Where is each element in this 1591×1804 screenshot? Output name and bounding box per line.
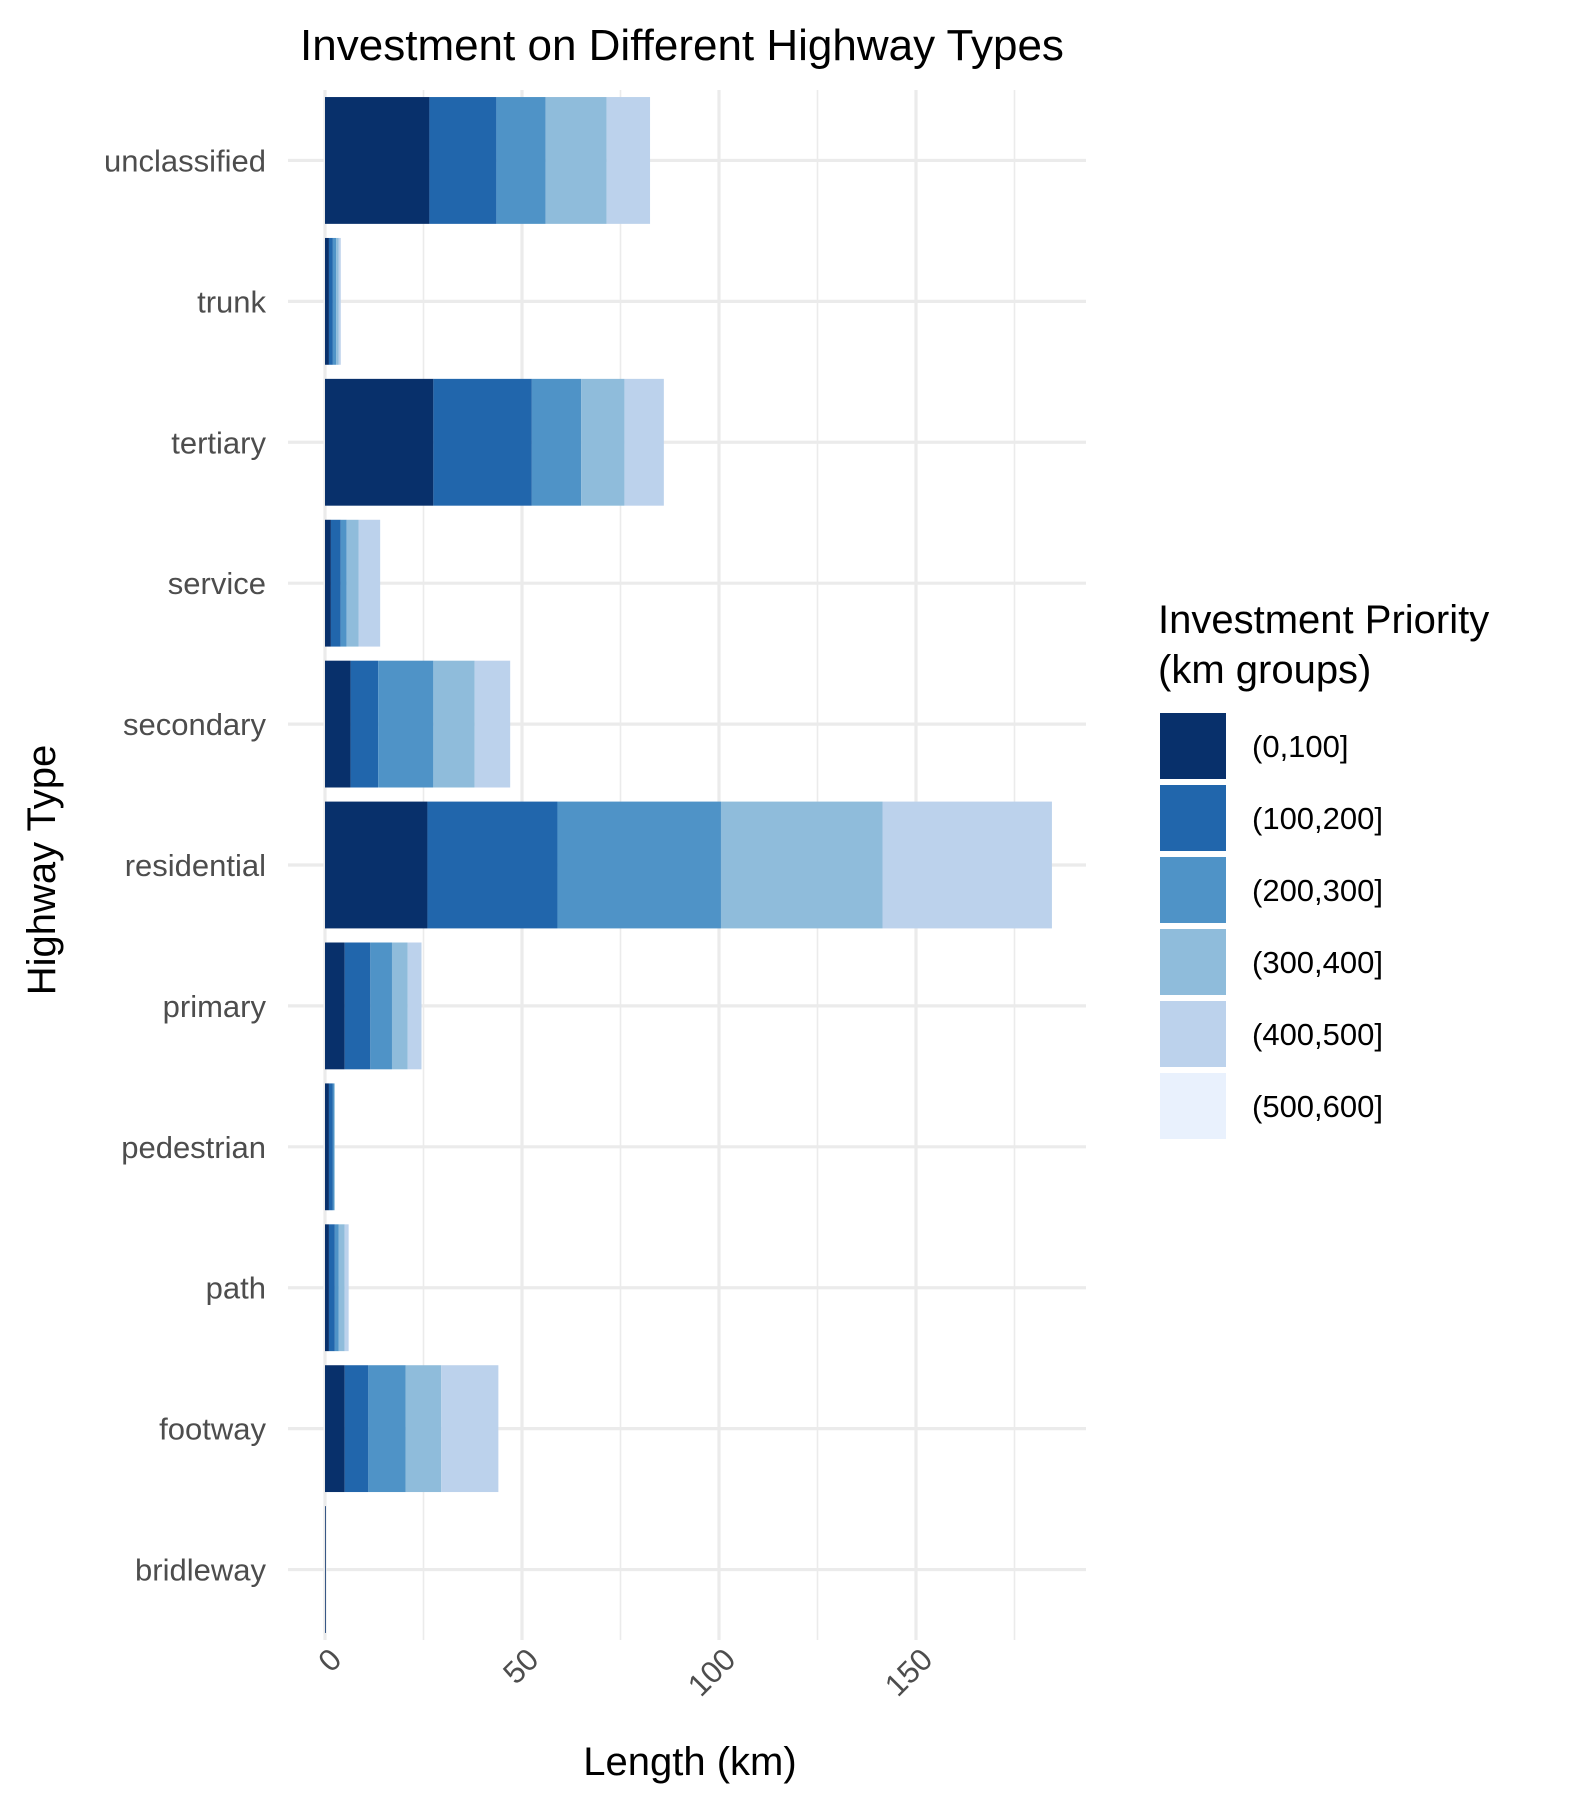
bar-segment-path <box>328 1224 335 1352</box>
legend-label: (300,400] <box>1252 945 1383 980</box>
x-axis-title: Length (km) <box>583 1740 796 1784</box>
y-tick-label: tertiary <box>171 425 266 460</box>
legend-label: (100,200] <box>1252 801 1383 836</box>
x-tick-label: 0 <box>311 1642 348 1679</box>
bar-segment-path <box>334 1224 339 1352</box>
bar-segment-tertiary <box>325 378 434 506</box>
y-tick-label: service <box>168 566 266 601</box>
bar-segment-unclassified <box>606 97 651 224</box>
bar-segment-footway <box>368 1365 406 1493</box>
bar-segment-pedestrian <box>328 1083 333 1211</box>
bar-segment-tertiary <box>531 378 582 506</box>
legend-key <box>1160 1073 1226 1139</box>
bar-segment-service <box>330 519 341 647</box>
legend-label: (500,600] <box>1252 1089 1383 1124</box>
bar-segment-path <box>338 1224 345 1352</box>
y-tick-label: path <box>206 1271 266 1306</box>
y-tick-label: primary <box>163 989 267 1024</box>
bar-segment-footway <box>441 1365 499 1493</box>
bar-segment-unclassified <box>545 97 607 224</box>
legend: Investment Priority (km groups) (0,100] (10… <box>1158 598 1489 1139</box>
y-tick-label: residential <box>125 848 266 883</box>
bar-segment-trunk <box>338 237 341 365</box>
bar-segment-footway <box>325 1365 345 1493</box>
bar-segment-footway <box>344 1365 369 1493</box>
y-axis-title: Highway Type <box>20 745 64 996</box>
bar-segment-service <box>346 519 359 647</box>
x-tick-label: 50 <box>496 1642 545 1691</box>
legend-label: (200,300] <box>1252 873 1383 908</box>
y-tick-label: secondary <box>123 707 267 742</box>
y-tick-label: bridleway <box>135 1553 266 1588</box>
y-tick-label: pedestrian <box>121 1130 266 1165</box>
bar-segment-trunk <box>336 237 339 365</box>
bar-segment-unclassified <box>325 97 430 224</box>
bar-segment-secondary <box>350 660 379 788</box>
bar-segment-trunk <box>325 237 329 365</box>
legend-label: (400,500] <box>1252 1017 1383 1052</box>
legend-key <box>1160 857 1226 923</box>
bar-segment-residential <box>882 801 1052 929</box>
bar-segment-path <box>325 1224 329 1352</box>
bar-segment-secondary <box>474 660 511 788</box>
bar-segment-residential <box>557 801 721 929</box>
bar-segment-residential <box>325 801 428 929</box>
bar-segment-residential <box>720 801 883 929</box>
y-tick-label: footway <box>159 1412 266 1447</box>
bar-segment-bridleway <box>325 1506 326 1633</box>
legend-key <box>1160 1001 1226 1067</box>
bar-segment-pedestrian <box>325 1083 329 1211</box>
legend-key <box>1160 929 1226 995</box>
bar-segment-unclassified <box>496 97 546 224</box>
y-tick-label: trunk <box>197 284 266 319</box>
y-tick-label: unclassified <box>104 143 266 178</box>
y-axis-ticks: unclassified trunk tertiary service secondar… <box>104 143 266 1587</box>
bar-segment-primary <box>325 942 345 1070</box>
bar-segment-secondary <box>433 660 475 788</box>
x-tick-label: 100 <box>681 1642 742 1703</box>
bar-segment-primary <box>407 942 422 1070</box>
bar-segment-tertiary <box>624 378 664 506</box>
legend-title: Investment Priority <box>1158 598 1489 642</box>
x-axis-ticks: 0 50 100 150 <box>311 1642 939 1703</box>
x-tick-label: 150 <box>878 1642 939 1703</box>
bar-segment-primary <box>391 942 408 1070</box>
bar-segment-tertiary <box>581 378 625 506</box>
legend-label: (0,100] <box>1252 729 1349 764</box>
bar-segment-primary <box>370 942 392 1070</box>
bar-segment-service <box>325 519 331 647</box>
bar-segment-trunk <box>332 237 337 365</box>
bar-segment-path <box>344 1224 349 1352</box>
chart-title: Investment on Different Highway Types <box>300 21 1064 70</box>
bar-segment-trunk <box>328 237 333 365</box>
bar-segment-pedestrian <box>332 1083 335 1211</box>
bar-segment-primary <box>344 942 371 1070</box>
bar-segment-service <box>358 519 381 647</box>
bar-segment-residential <box>427 801 558 929</box>
bar-segment-footway <box>405 1365 442 1493</box>
legend-key <box>1160 713 1226 779</box>
legend-title: (km groups) <box>1158 648 1371 692</box>
bar-segment-service <box>340 519 347 647</box>
bar-segment-pedestrian <box>334 1083 335 1211</box>
bar-segment-secondary <box>378 660 434 788</box>
legend-key <box>1160 785 1226 851</box>
bar-segment-unclassified <box>429 97 497 224</box>
bars <box>325 97 1052 1633</box>
bar-segment-secondary <box>325 660 351 788</box>
bar-segment-tertiary <box>433 378 532 506</box>
